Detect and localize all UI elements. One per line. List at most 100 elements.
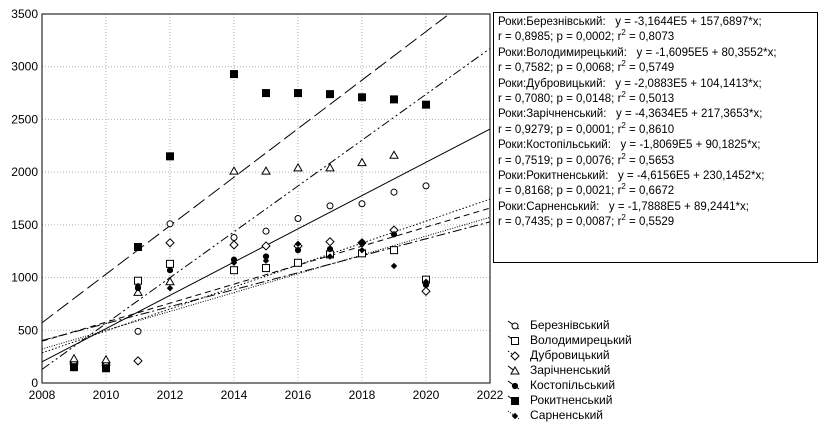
stat-coefficient-line: r = 0,8168; p = 0,0021; r2 = 0,6672 <box>498 182 813 199</box>
data-point-circle-open <box>166 220 174 228</box>
data-point-square-open <box>262 264 270 273</box>
stat-coefficient-line: r = 0,7519; p = 0,0076; r2 = 0,5653 <box>498 152 813 169</box>
data-point-circle-open <box>358 200 366 208</box>
legend-item: Рокитненський <box>506 393 806 408</box>
data-point-diamond-filled <box>294 240 302 248</box>
x-tick-label: 2012 <box>157 388 184 402</box>
legend-marker-diamond-open <box>510 351 520 361</box>
data-point-diamond-filled <box>262 257 270 264</box>
data-point-circle-filled <box>358 239 366 246</box>
data-point-square-open <box>294 258 302 267</box>
legend-swatch <box>507 320 520 330</box>
stat-equation-line: Роки:Сарненський: y = -1,7888E5 + 89,244… <box>498 200 749 213</box>
legend-marker-circle-open <box>511 322 519 330</box>
legend: Березнівський Володимирецький Дубровицький… <box>506 318 806 423</box>
legend-swatch <box>507 365 520 375</box>
legend-label: Володимирецький <box>530 333 632 347</box>
x-tick-label: 2016 <box>285 388 312 402</box>
data-point-square-filled <box>134 242 142 251</box>
data-point-diamond-filled <box>166 284 174 292</box>
legend-swatch <box>507 410 520 420</box>
stat-coefficient-line: r = 0,8985; p = 0,0002; r2 = 0,8073 <box>498 28 813 45</box>
data-point-triangle-open <box>133 287 143 296</box>
data-point-square-filled <box>294 89 302 98</box>
data-point-square-filled <box>358 93 366 102</box>
trend-line-circle-filled <box>41 207 491 342</box>
trend-lines <box>41 13 491 370</box>
legend-item: Костопільський <box>506 378 806 393</box>
legend-item: Зарічненський <box>506 363 806 378</box>
y-tick-label: 1500 <box>11 218 38 232</box>
y-tick-label: 0 <box>31 376 38 390</box>
stat-equation-line: Роки:Дубровицький: y = -2,0883E5 + 104,1… <box>498 77 762 90</box>
y-tick-label: 2500 <box>11 112 38 126</box>
data-point-circle-open <box>422 182 430 190</box>
legend-label: Зарічненський <box>530 363 611 377</box>
y-tick-label: 1000 <box>11 271 38 285</box>
stat-coefficient-line: r = 0,7080; p = 0,0148; r2 = 0,5013 <box>498 91 813 107</box>
data-point-square-filled <box>166 152 174 161</box>
data-point-diamond-filled <box>102 366 110 373</box>
regression-stats-box: Роки:Березнівський: y = -3,1644E5 + 157,… <box>493 12 818 263</box>
trend-line-triangle-open <box>41 48 491 370</box>
gridlines <box>41 13 491 384</box>
legend-item: Березнівський <box>506 318 806 333</box>
data-point-square-open <box>390 246 398 255</box>
stat-r-squared-exponent: 2 <box>621 28 626 38</box>
stat-r-squared-value: = 0,8073 <box>625 31 675 44</box>
stat-r-p-text: r = 0,9279; p = 0,0001; r <box>498 123 622 136</box>
data-point-triangle-open <box>293 162 303 172</box>
stat-r-p-text: r = 0,8168; p = 0,0021; r <box>498 185 622 198</box>
stat-equation-line: Роки:Костопільський: y = -1,8069E5 + 90,… <box>498 139 761 152</box>
data-point-triangle-open <box>357 157 367 167</box>
x-tick-label: 2008 <box>29 388 56 402</box>
data-point-circle-filled <box>166 267 174 274</box>
y-tick-label: 3000 <box>11 60 38 74</box>
data-point-diamond-open <box>325 237 335 247</box>
x-tick-label: 2022 <box>477 388 504 402</box>
data-point-square-open <box>230 266 238 275</box>
stat-r-p-text: r = 0,7519; p = 0,0076; r <box>498 154 622 167</box>
legend-label: Березнівський <box>530 318 610 332</box>
data-point-diamond-open <box>133 356 143 366</box>
data-point-diamond-open <box>261 241 271 251</box>
legend-marker-diamond-filled <box>511 412 519 420</box>
stat-r-squared-value: = 0,5013 <box>625 93 675 106</box>
stat-r-squared-value: = 0,5749 <box>625 62 675 75</box>
data-point-triangle-open <box>389 150 399 159</box>
data-point-circle-filled <box>326 246 334 253</box>
data-point-square-filled <box>262 89 270 98</box>
data-point-circle-filled <box>294 247 302 254</box>
data-point-triangle-open <box>101 354 111 364</box>
data-point-square-filled <box>230 70 238 79</box>
stat-r-squared-value: = 0,6672 <box>625 185 675 198</box>
legend-marker-triangle-open <box>510 365 520 375</box>
trend-line-diamond-filled <box>41 216 491 350</box>
data-point-circle-open <box>262 227 270 235</box>
stat-r-squared-exponent: 2 <box>621 182 626 192</box>
legend-marker-square-open <box>511 337 519 345</box>
legend-swatch <box>507 335 520 345</box>
y-tick-label: 500 <box>18 323 38 337</box>
data-point-diamond-filled <box>390 262 398 270</box>
stat-r-squared-value: = 0,5529 <box>625 216 675 229</box>
x-tick-label: 2014 <box>221 388 248 402</box>
stat-equation-line: Роки:Рокитненський: y = -4,6156E5 + 230,… <box>498 170 765 183</box>
x-tick-label: 2018 <box>349 388 376 402</box>
data-point-triangle-open <box>229 166 239 175</box>
stat-equation-line: Роки:Володимирецький: y = -1,6095E5 + 80… <box>498 46 777 59</box>
trend-line-square-filled <box>41 13 450 324</box>
stat-r-p-text: r = 0,8985; p = 0,0002; r <box>498 31 622 44</box>
legend-item: Дубровицький <box>506 348 806 363</box>
stat-r-squared-value: = 0,5653 <box>625 154 675 167</box>
legend-marker-square-filled <box>511 397 519 405</box>
stat-coefficient-line: r = 0,9279; p = 0,0001; r2 = 0,8610 <box>498 122 813 138</box>
y-tick-label: 3500 <box>11 7 38 21</box>
data-point-square-filled <box>326 90 334 99</box>
stat-r-p-text: r = 0,7435; p = 0,0087; r <box>498 216 622 229</box>
data-point-diamond-filled <box>134 282 142 290</box>
stat-equation-line: Роки:Березнівський: y = -3,1644E5 + 157,… <box>498 16 762 28</box>
data-point-circle-open <box>294 215 302 223</box>
data-point-diamond-open <box>421 286 431 296</box>
